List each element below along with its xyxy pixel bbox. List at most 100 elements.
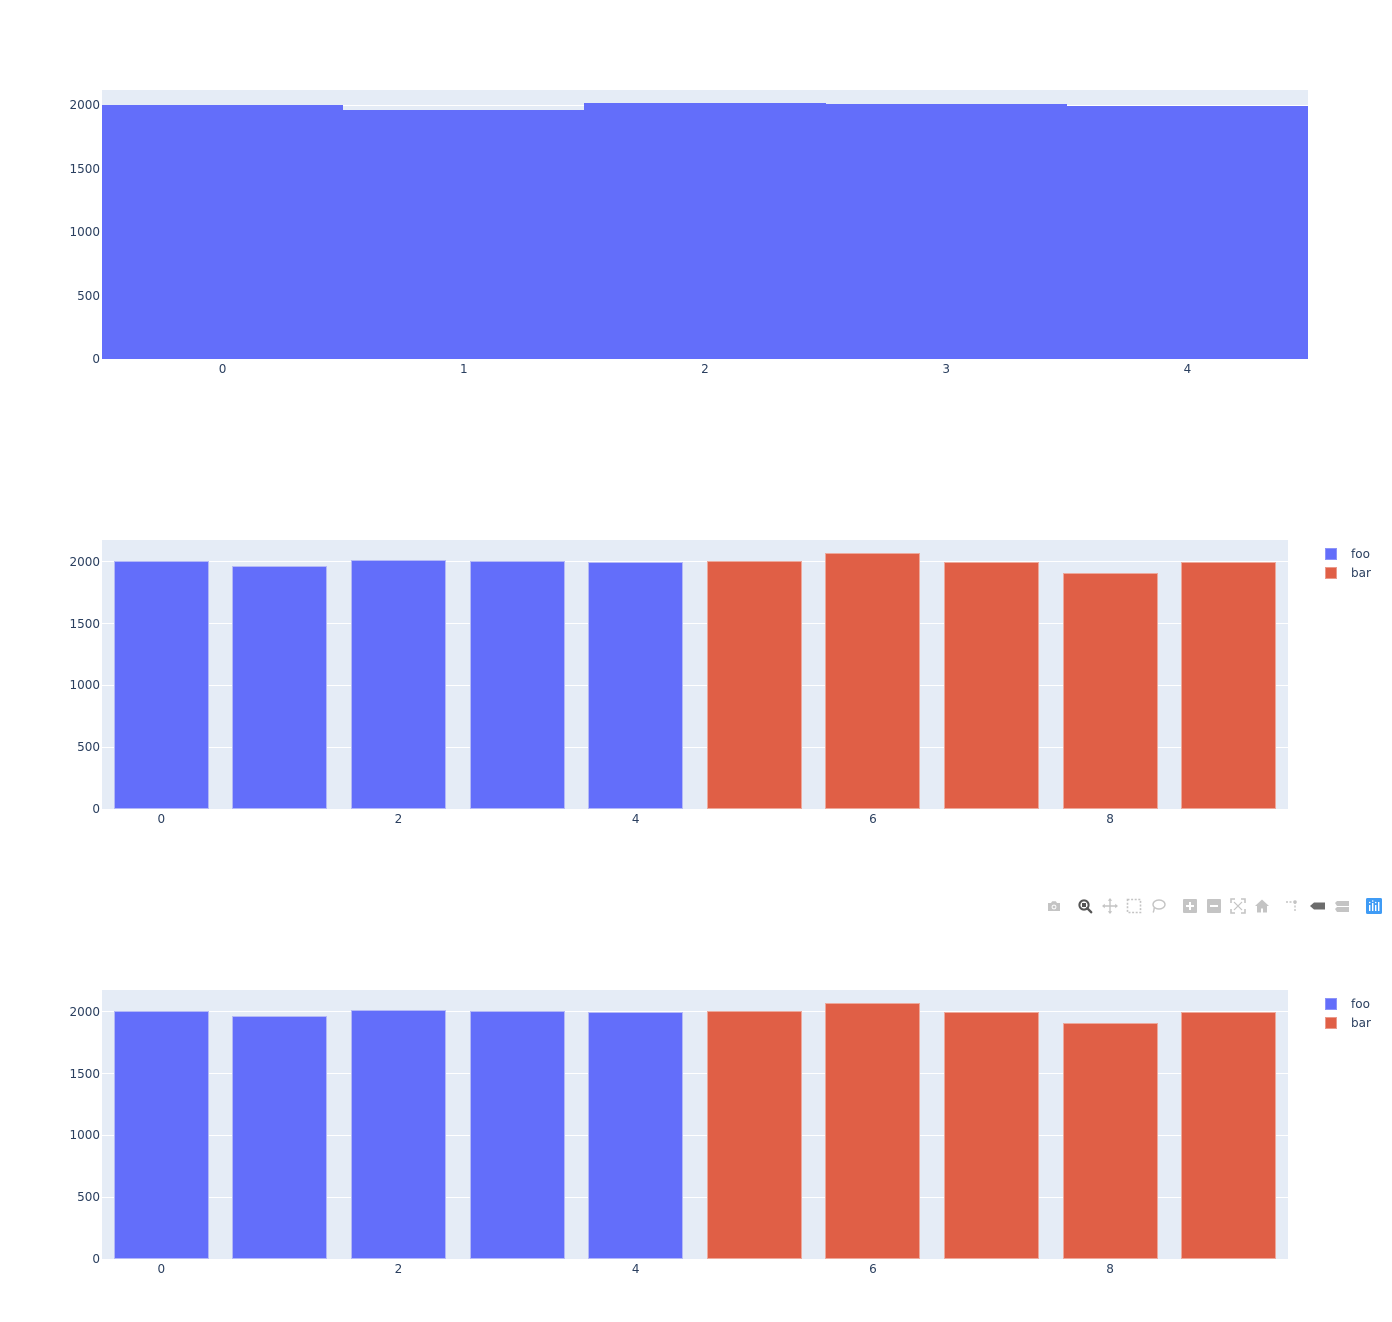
- bar-foo-2[interactable]: [584, 103, 826, 359]
- toggle-spike-lines-button[interactable]: [1281, 896, 1303, 916]
- bar-foo-4[interactable]: [588, 562, 684, 809]
- bar-foo-4[interactable]: [588, 1012, 684, 1259]
- pan-arrows-icon: [1102, 898, 1118, 914]
- bar-bar-9[interactable]: [1181, 562, 1277, 809]
- gridline: [102, 1011, 1288, 1013]
- bar-foo-4[interactable]: [1066, 105, 1308, 359]
- legend-label-bar: bar: [1351, 566, 1371, 580]
- bar-bar-5[interactable]: [706, 1010, 802, 1259]
- gridline: [102, 684, 1288, 686]
- bar-foo-0[interactable]: [102, 105, 344, 359]
- chart-2-legend: foo bar: [1325, 547, 1385, 587]
- autoscale-icon: [1230, 898, 1246, 914]
- gridline: [102, 1134, 1288, 1136]
- bar-foo-3[interactable]: [825, 104, 1067, 359]
- x-tick-label: 1: [459, 362, 468, 376]
- chart-2-plot-area[interactable]: [102, 540, 1288, 809]
- legend-label-bar: bar: [1351, 1016, 1371, 1030]
- x-tick-label: 2: [701, 362, 709, 376]
- zoom-in-button[interactable]: [1179, 896, 1201, 916]
- plotly-logo-icon: [1366, 898, 1382, 914]
- legend-label-foo: foo: [1351, 547, 1370, 561]
- home-icon: [1255, 899, 1269, 913]
- pan-button[interactable]: [1099, 896, 1121, 916]
- x-tick-label: 4: [1183, 362, 1192, 376]
- gridline: [102, 623, 1288, 625]
- x-tick-label: 4: [631, 1262, 640, 1276]
- zoom-button[interactable]: [1074, 896, 1096, 916]
- x-tick-label: 0: [157, 812, 166, 826]
- hover-closest-icon: [1310, 902, 1325, 910]
- bar-bar-8[interactable]: [1062, 1023, 1158, 1259]
- bar-bar-5[interactable]: [706, 560, 802, 809]
- y-tick-label: 500: [77, 1190, 100, 1205]
- bar-foo-0[interactable]: [113, 561, 209, 809]
- bar-bar-6[interactable]: [825, 1002, 921, 1259]
- bar-bar-8[interactable]: [1062, 573, 1158, 809]
- y-tick-label: 500: [77, 740, 100, 755]
- x-tick-label: 0: [157, 1262, 166, 1276]
- x-tick-label: 8: [1106, 812, 1114, 826]
- x-tick-label: 2: [394, 812, 403, 826]
- camera-icon: [1048, 901, 1060, 911]
- bar-foo-1[interactable]: [232, 1015, 328, 1259]
- x-tick-label: 6: [869, 1262, 877, 1276]
- x-tick-label: 6: [869, 812, 877, 826]
- y-tick-label: 1500: [69, 616, 100, 631]
- lasso-icon: [1152, 899, 1166, 913]
- legend-swatch-foo: [1325, 548, 1337, 560]
- legend-swatch-bar: [1325, 567, 1337, 579]
- y-tick-label: 2000: [69, 98, 100, 113]
- y-tick-label: 0: [92, 802, 100, 816]
- zoom-out-minus-icon: [1207, 899, 1221, 913]
- bar-bar-6[interactable]: [825, 552, 921, 809]
- magnifier-icon: [1078, 899, 1093, 914]
- autoscale-button[interactable]: [1227, 896, 1249, 916]
- bar-bar-7[interactable]: [944, 562, 1039, 809]
- chart-1: 0 500 1000 1500 2000 0 1 2 3 4: [0, 0, 1392, 440]
- y-tick-label: 1500: [69, 1066, 100, 1081]
- bar-foo-2[interactable]: [351, 1010, 446, 1259]
- bar-foo-3[interactable]: [469, 561, 565, 809]
- x-tick-label: 2: [394, 1262, 403, 1276]
- legend-swatch-foo: [1325, 998, 1337, 1010]
- y-tick-label: 0: [92, 352, 100, 366]
- reset-axes-button[interactable]: [1251, 896, 1273, 916]
- box-select-icon: [1126, 898, 1142, 914]
- y-tick-label: 1500: [69, 161, 100, 176]
- y-tick-label: 1000: [69, 1128, 100, 1143]
- bar-foo-0[interactable]: [113, 1011, 209, 1259]
- legend-swatch-bar: [1325, 1017, 1337, 1029]
- x-tick-label: 0: [218, 362, 227, 376]
- compare-data-button[interactable]: [1331, 896, 1353, 916]
- spike-lines-icon: [1286, 900, 1297, 911]
- gridline: [102, 1196, 1288, 1198]
- y-tick-label: 500: [77, 288, 100, 303]
- x-tick-label: 4: [631, 812, 640, 826]
- y-tick-label: 1000: [69, 678, 100, 693]
- zoom-in-plus-icon: [1183, 899, 1197, 913]
- bar-foo-1[interactable]: [232, 565, 328, 809]
- plotly-logo-button[interactable]: [1363, 896, 1385, 916]
- bar-bar-7[interactable]: [944, 1012, 1039, 1259]
- y-tick-label: 2000: [69, 554, 100, 569]
- y-tick-label: 1000: [69, 225, 100, 240]
- bar-bar-9[interactable]: [1181, 1012, 1277, 1259]
- x-tick-label: 8: [1106, 1262, 1114, 1276]
- zoom-out-button[interactable]: [1203, 896, 1225, 916]
- box-select-button[interactable]: [1123, 896, 1145, 916]
- modebar-toolbar: [1040, 896, 1392, 916]
- download-png-button[interactable]: [1043, 896, 1065, 916]
- gridline: [102, 561, 1288, 563]
- bar-foo-1[interactable]: [343, 109, 585, 359]
- legend-label-foo: foo: [1351, 997, 1370, 1011]
- hover-compare-icon: [1335, 901, 1349, 912]
- bar-foo-2[interactable]: [351, 560, 446, 809]
- show-closest-data-button[interactable]: [1307, 896, 1329, 916]
- lasso-select-button[interactable]: [1147, 896, 1169, 916]
- y-tick-label: 2000: [69, 1004, 100, 1019]
- chart-1-plot-area[interactable]: [102, 90, 1308, 359]
- bar-foo-3[interactable]: [469, 1011, 565, 1259]
- y-tick-label: 0: [92, 1252, 100, 1266]
- chart-3-plot-area[interactable]: [102, 990, 1288, 1259]
